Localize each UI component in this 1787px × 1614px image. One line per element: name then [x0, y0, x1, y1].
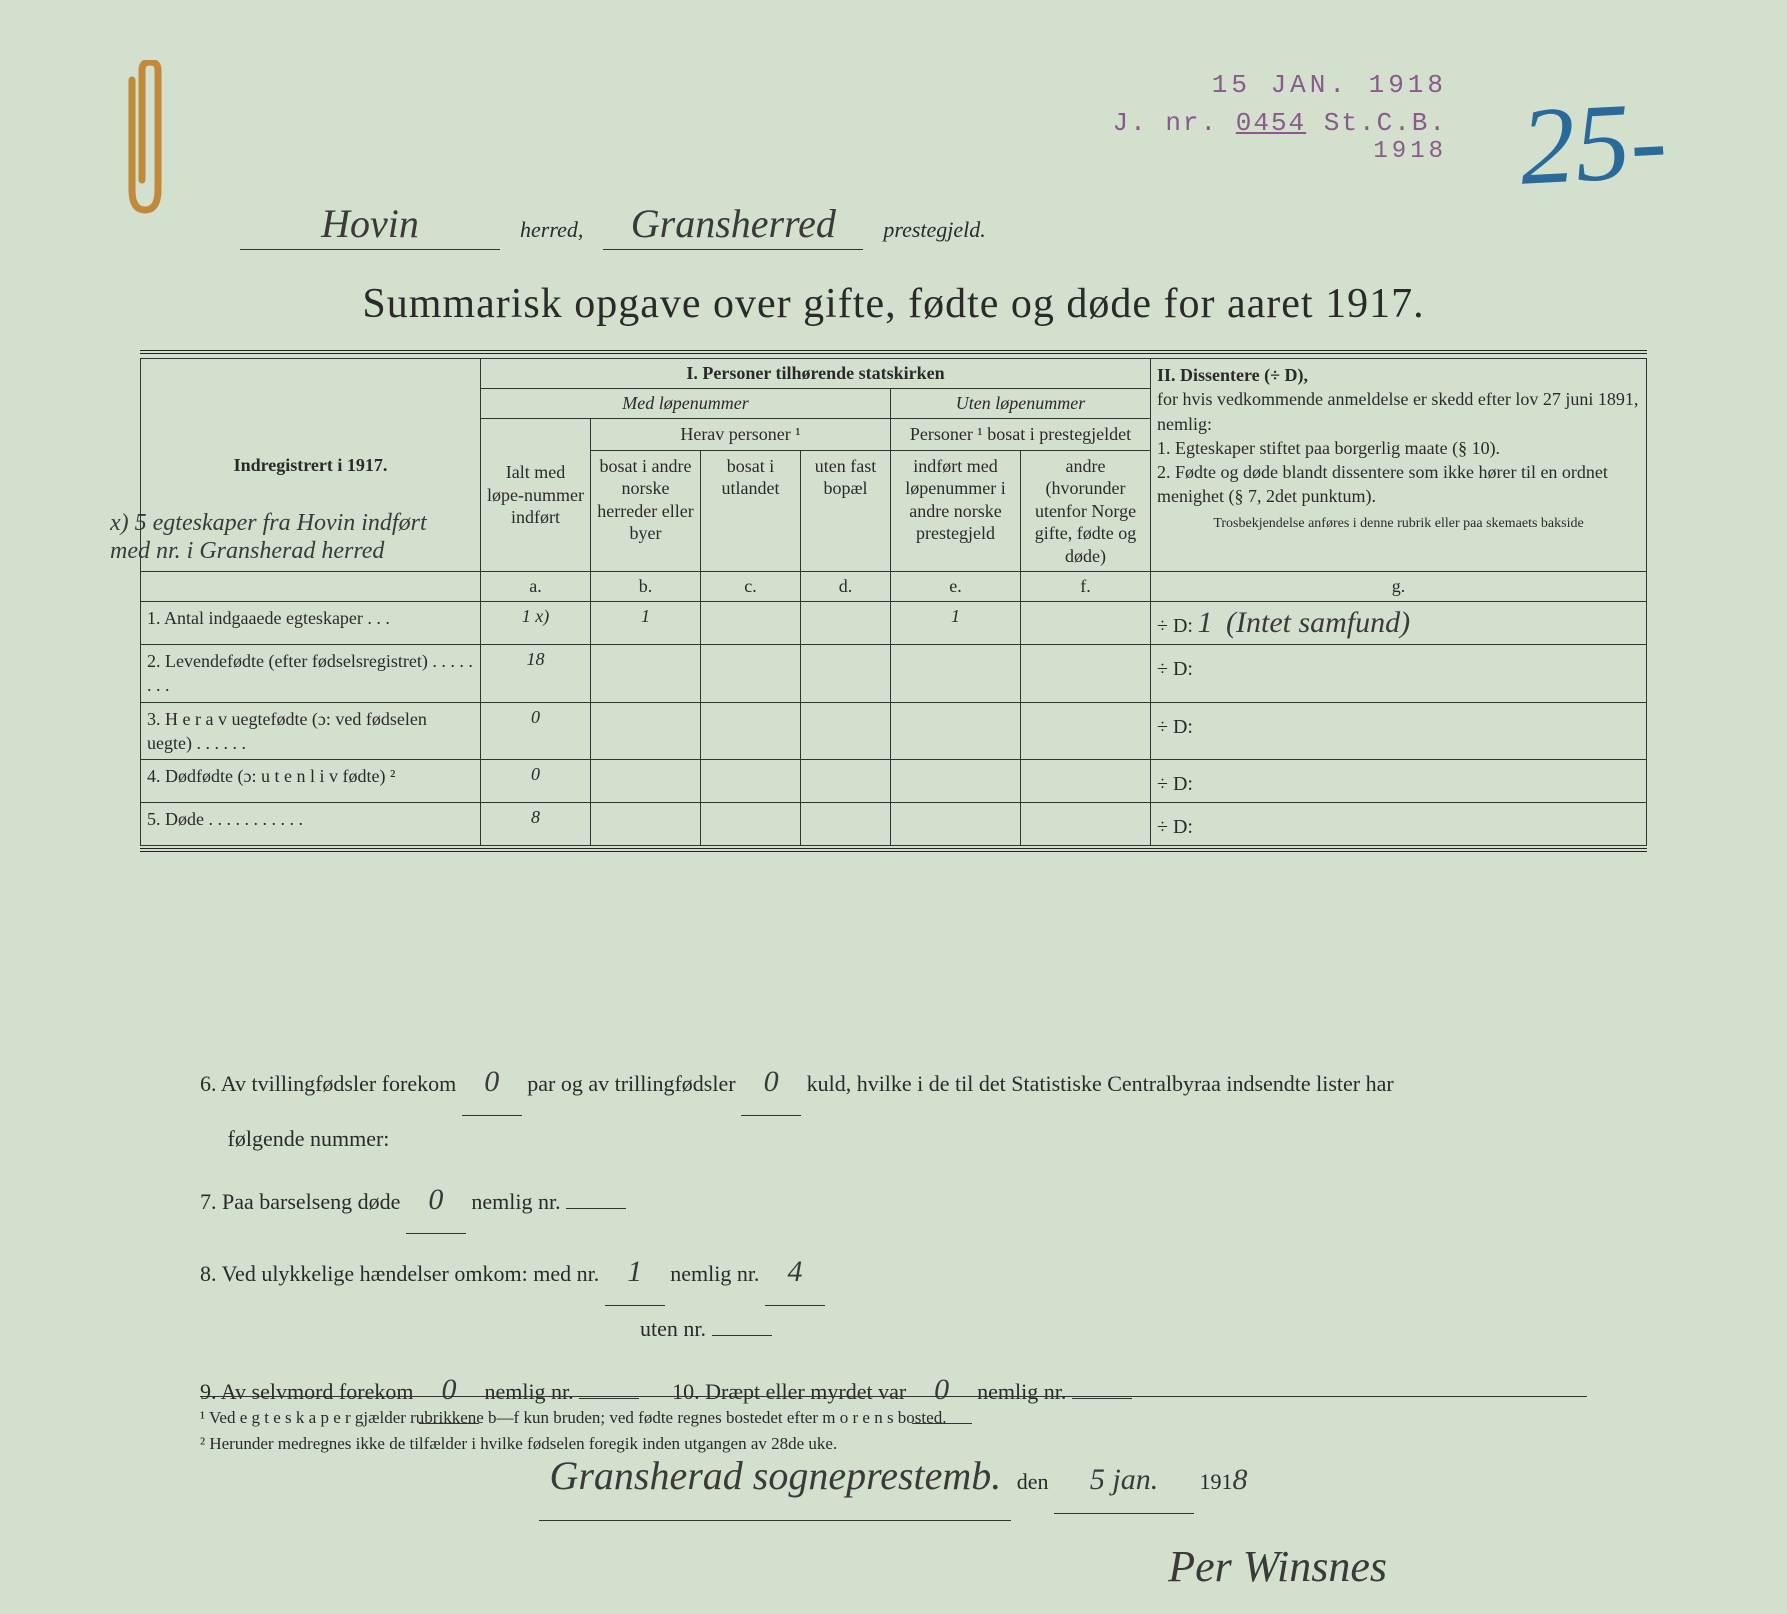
- cell-d: [801, 645, 891, 703]
- stamp-block: 15 JAN. 1918 J. nr. 0454 St.C.B. 1918: [1113, 70, 1447, 165]
- document-page: 15 JAN. 1918 J. nr. 0454 St.C.B. 1918 25…: [80, 40, 1707, 1496]
- cell-f: [1021, 803, 1151, 846]
- col-d-header: uten fast bopæl: [801, 450, 891, 572]
- cell-f: [1021, 702, 1151, 760]
- line-7: 7. Paa barselseng døde 0 nemlig nr.: [200, 1168, 1587, 1234]
- stamp-year: 1918: [1113, 138, 1447, 165]
- cell-d: [801, 602, 891, 645]
- line-6: 6. Av tvillingfødsler forekom 0 par og a…: [200, 1050, 1587, 1162]
- col-a-header: Ialt med løpe-nummer indført: [481, 419, 591, 572]
- pers-bosat-header: Personer ¹ bosat i prestegjeldet: [891, 419, 1151, 451]
- cell-e: 1: [891, 602, 1021, 645]
- table-row: 1. Antal indgaaede egteskaper . . .1 x)1…: [141, 602, 1647, 645]
- cell-f: [1021, 760, 1151, 803]
- table-row: 5. Døde . . . . . . . . . . .8 ÷ D:: [141, 803, 1647, 846]
- herred-label: herred,: [520, 217, 583, 243]
- section1-header: I. Personer tilhørende statskirken: [481, 359, 1151, 389]
- col-letter-c: c.: [701, 572, 801, 602]
- cell-f: [1021, 645, 1151, 703]
- col-letter-a: a.: [481, 572, 591, 602]
- cell-g: ÷ D: 1 (Intet samfund): [1151, 602, 1647, 645]
- herred-value: Hovin: [240, 200, 500, 250]
- stamp-journal-number: J. nr. 0454 St.C.B.: [1113, 108, 1447, 138]
- uten-lopenummer: Uten løpenummer: [891, 389, 1151, 419]
- row-label: 5. Døde . . . . . . . . . . .: [141, 803, 481, 846]
- table-row: 4. Dødfødte (ɔ: u t e n l i v fødte) ²0 ÷…: [141, 760, 1647, 803]
- lower-section: 6. Av tvillingfødsler forekom 0 par og a…: [200, 1050, 1587, 1614]
- cell-a: 18: [481, 645, 591, 703]
- stamp-date: 15 JAN. 1918: [1113, 70, 1447, 100]
- cell-c: [701, 602, 801, 645]
- cell-b: 1: [591, 602, 701, 645]
- col-letter-g: g.: [1151, 572, 1647, 602]
- footnote-1: ¹ Ved e g t e s k a p e r gjælder rubrik…: [200, 1405, 1587, 1431]
- col-letter-f: f.: [1021, 572, 1151, 602]
- cell-e: [891, 702, 1021, 760]
- cell-c: [701, 645, 801, 703]
- line-8: 8. Ved ulykkelige hændelser omkom: med n…: [200, 1240, 1587, 1352]
- cell-d: [801, 760, 891, 803]
- cell-g: ÷ D:: [1151, 702, 1647, 760]
- indreg-header: Indregistrert i 1917.: [141, 359, 481, 572]
- page-number-handwritten: 25-: [1517, 76, 1670, 211]
- cell-e: [891, 803, 1021, 846]
- col-e-header: indført med løpenummer i andre norske pr…: [891, 450, 1021, 572]
- cell-e: [891, 645, 1021, 703]
- footnote-2: ² Herunder medregnes ikke de tilfælder i…: [200, 1431, 1587, 1457]
- cell-c: [701, 760, 801, 803]
- footnotes: ¹ Ved e g t e s k a p e r gjælder rubrik…: [200, 1396, 1587, 1456]
- signature: Per Winsnes: [200, 1521, 1587, 1613]
- bottom-rule: [140, 848, 1647, 852]
- cell-c: [701, 702, 801, 760]
- cell-a: 0: [481, 702, 591, 760]
- col-letter-b: b.: [591, 572, 701, 602]
- cell-b: [591, 760, 701, 803]
- prestegjeld-label: prestegjeld.: [883, 217, 985, 243]
- section2-header: II. Dissentere (÷ D), for hvis vedkommen…: [1151, 359, 1647, 572]
- cell-e: [891, 760, 1021, 803]
- col-letter-d: d.: [801, 572, 891, 602]
- row-label: 3. H e r a v uegtefødte (ɔ: ved fødselen…: [141, 702, 481, 760]
- row-label: 2. Levendefødte (efter fødselsregistret)…: [141, 645, 481, 703]
- cell-a: 8: [481, 803, 591, 846]
- cell-b: [591, 702, 701, 760]
- prestegjeld-value: Gransherred: [603, 200, 863, 250]
- top-rule: [140, 350, 1647, 354]
- cell-b: [591, 803, 701, 846]
- cell-d: [801, 702, 891, 760]
- table-row: 3. H e r a v uegtefødte (ɔ: ved fødselen…: [141, 702, 1647, 760]
- cell-d: [801, 803, 891, 846]
- cell-a: 1 x): [481, 602, 591, 645]
- cell-g: ÷ D:: [1151, 760, 1647, 803]
- main-table: Indregistrert i 1917. I. Personer tilhør…: [140, 350, 1647, 856]
- row-label: 4. Dødfødte (ɔ: u t e n l i v fødte) ²: [141, 760, 481, 803]
- header-line: Hovin herred, Gransherred prestegjeld.: [240, 200, 1487, 250]
- col-letter-e: e.: [891, 572, 1021, 602]
- row-label: 1. Antal indgaaede egteskaper . . .: [141, 602, 481, 645]
- cell-f: [1021, 602, 1151, 645]
- herav-header: Herav personer ¹: [591, 419, 891, 451]
- table-row: 2. Levendefødte (efter fødselsregistret)…: [141, 645, 1647, 703]
- col-b-header: bosat i andre norske herreder eller byer: [591, 450, 701, 572]
- cell-c: [701, 803, 801, 846]
- med-lopenummer: Med løpenummer: [481, 389, 891, 419]
- cell-g: ÷ D:: [1151, 803, 1647, 846]
- col-c-header: bosat i utlandet: [701, 450, 801, 572]
- col-f-header: andre (hvorunder utenfor Norge gifte, fø…: [1021, 450, 1151, 572]
- paperclip-icon: [120, 60, 170, 220]
- page-title: Summarisk opgave over gifte, fødte og dø…: [80, 280, 1707, 328]
- cell-b: [591, 645, 701, 703]
- cell-a: 0: [481, 760, 591, 803]
- cell-g: ÷ D:: [1151, 645, 1647, 703]
